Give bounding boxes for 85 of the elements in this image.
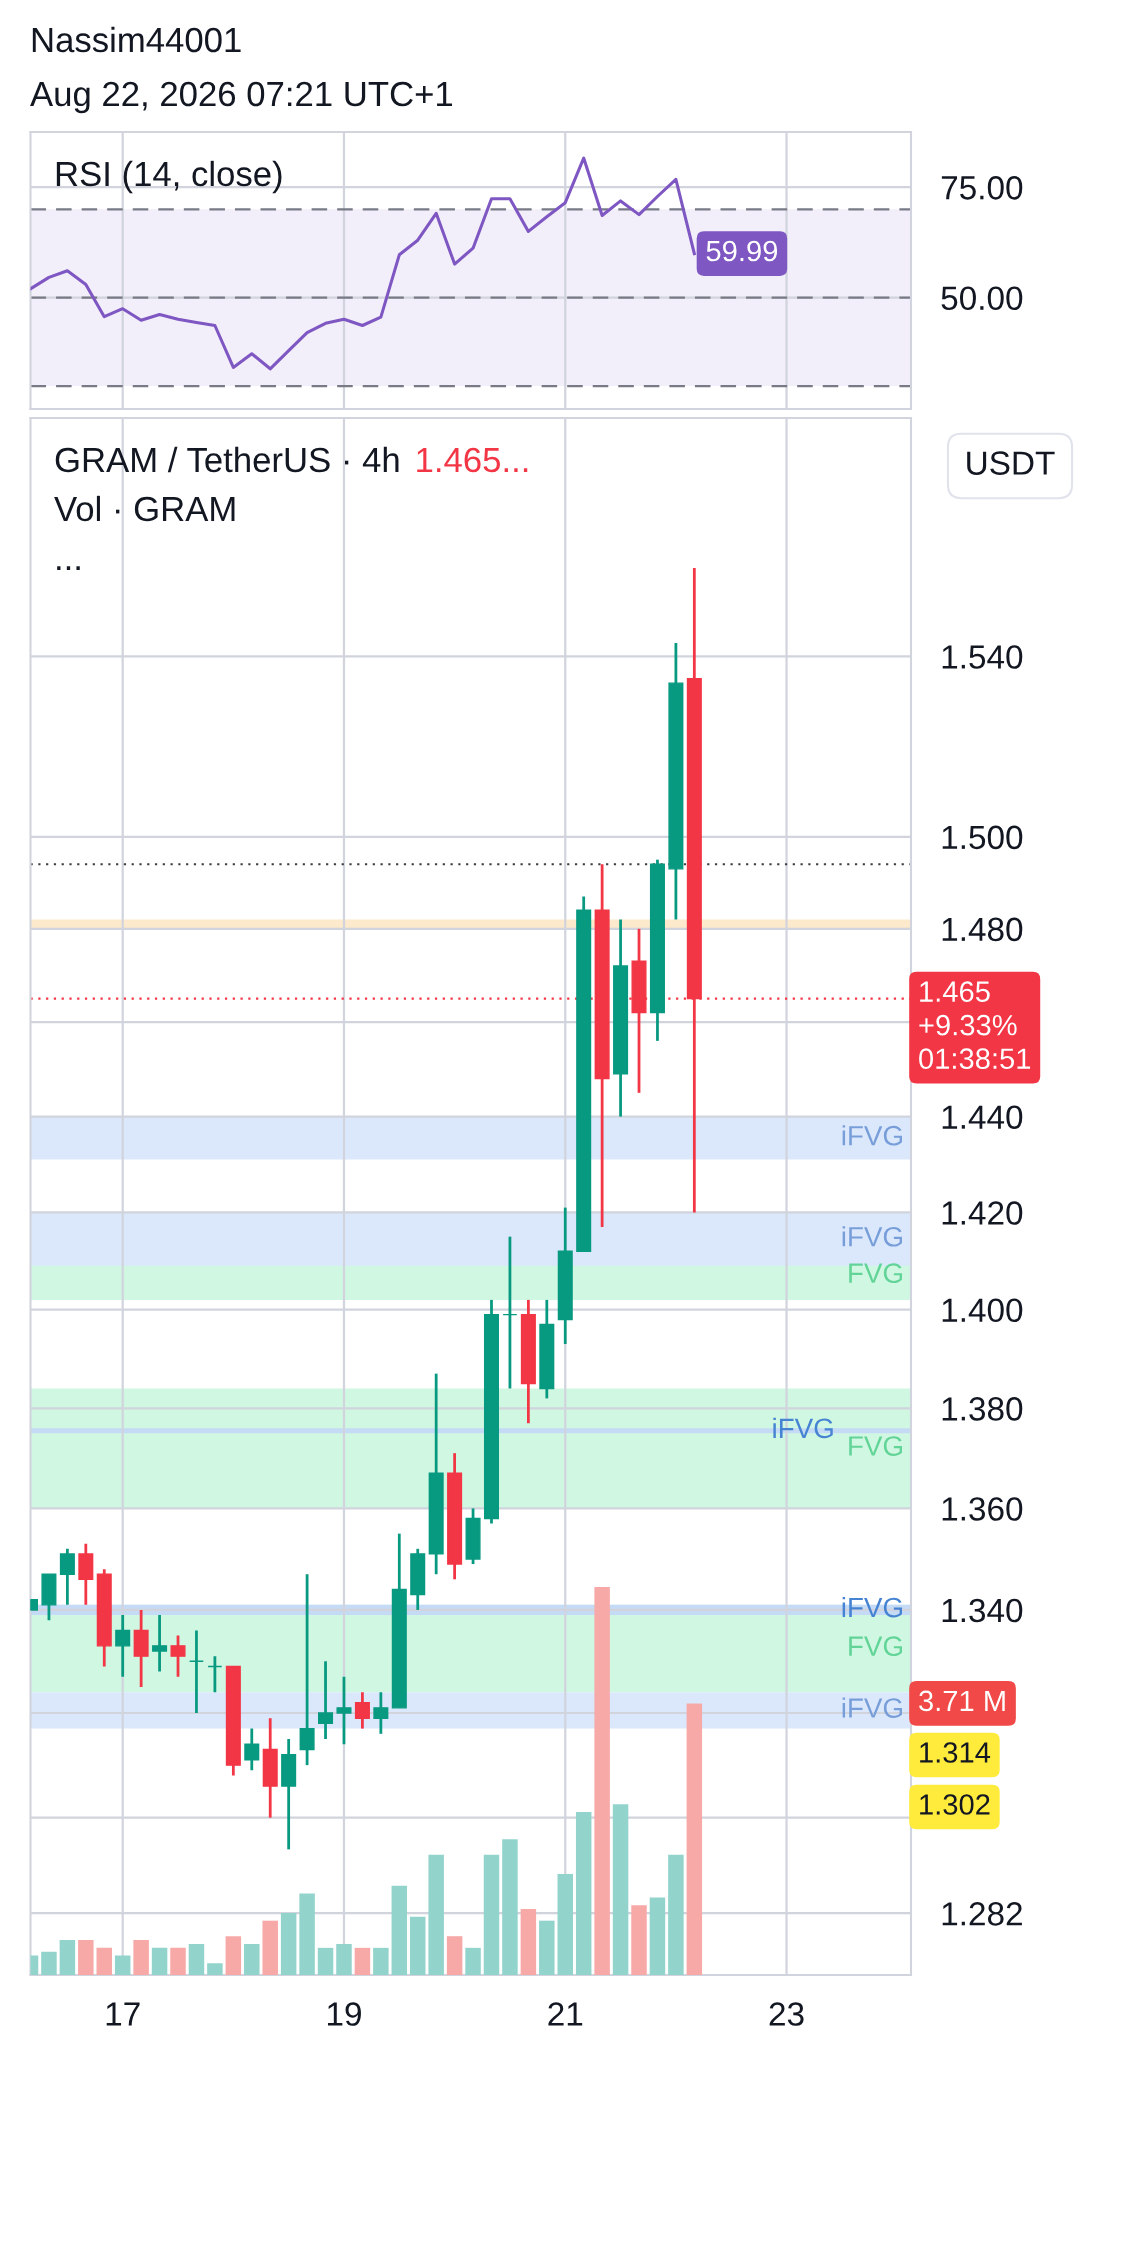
bar	[539, 1920, 555, 1975]
y-tick-label: 1.480	[942, 917, 1023, 942]
chart-title: Vol · GRAM	[54, 495, 235, 522]
y-tick-label: 1.500	[942, 825, 1023, 850]
bar	[686, 1703, 703, 1975]
bar	[133, 1940, 149, 1975]
candlestick	[336, 1675, 352, 1746]
y-axis-title: USDT	[967, 451, 1055, 475]
bar	[96, 1947, 112, 1975]
bar	[575, 1812, 592, 1975]
bar	[170, 1947, 186, 1975]
y-tick-label: 1.540	[942, 645, 1023, 669]
y-tick-label: 1.380	[942, 1397, 1023, 1421]
bar	[280, 1912, 297, 1975]
text: 1.465...	[417, 447, 528, 473]
bar	[428, 1854, 444, 1975]
candlestick	[373, 1690, 389, 1736]
y-tick-label: 1.400	[942, 1298, 1023, 1323]
bar	[483, 1854, 500, 1975]
candlestick	[318, 1659, 334, 1741]
bar	[354, 1947, 371, 1975]
y-tick-label: 1.360	[942, 1497, 1023, 1521]
bar	[557, 1874, 573, 1975]
band-label: FVG	[849, 1263, 902, 1283]
band-label: FVG	[849, 1636, 902, 1656]
bar	[631, 1905, 647, 1975]
candlestick	[188, 1629, 204, 1715]
x-tick-label: 21	[548, 2002, 583, 2026]
bar	[78, 1940, 94, 1975]
bar	[391, 1885, 408, 1975]
data-label: 59.99	[706, 240, 778, 262]
x-tick-label: 17	[106, 2002, 140, 2026]
candlestick	[502, 1235, 518, 1390]
bar	[317, 1947, 334, 1975]
bar	[225, 1936, 242, 1975]
candlestick	[152, 1613, 168, 1673]
band-label: iFVG	[842, 1226, 902, 1247]
bar	[59, 1940, 76, 1975]
ref-line-label: 1.465 +9.33% 01:38:51	[919, 981, 1031, 1070]
x-tick-label: 19	[327, 2002, 361, 2026]
candlestick	[207, 1654, 223, 1694]
y-tick-label: 1.340	[942, 1598, 1023, 1623]
bar	[207, 1963, 223, 1975]
band-label: iFVG	[773, 1417, 833, 1439]
bar	[244, 1943, 260, 1975]
candlestick	[59, 1547, 75, 1607]
bar	[262, 1920, 278, 1975]
y-tick-label: 1.420	[942, 1201, 1023, 1225]
candlestick	[244, 1727, 260, 1772]
text: 3.71 M	[919, 1690, 1005, 1712]
candlestick	[115, 1613, 131, 1679]
y-tick-label: 75.00	[941, 176, 1023, 200]
bar	[465, 1947, 481, 1975]
bar	[446, 1936, 463, 1975]
bar	[594, 1587, 610, 1975]
bar	[299, 1893, 315, 1975]
bar	[520, 1909, 537, 1975]
text: 1.314	[920, 1742, 991, 1763]
bar	[114, 1955, 131, 1975]
band-label: iFVG	[842, 1697, 902, 1718]
bar	[612, 1804, 629, 1975]
annotation: ...	[57, 566, 80, 570]
bar	[373, 1947, 389, 1975]
y-tick-label: 1.440	[942, 1105, 1023, 1129]
band-label: FVG	[849, 1436, 902, 1456]
y-tick-label: 50.00	[941, 286, 1023, 311]
text: Nassim44001	[32, 26, 241, 53]
text: GRAM / TetherUS · 4h	[55, 446, 399, 473]
x-tick-label: 23	[769, 2002, 804, 2026]
bar	[409, 1916, 426, 1975]
band-label: iFVG	[842, 1596, 902, 1618]
bar	[336, 1943, 352, 1975]
text: 1.302	[920, 1794, 990, 1815]
bar	[188, 1943, 205, 1975]
text: RSI (14, close)	[56, 160, 282, 194]
bar	[649, 1897, 666, 1975]
text: Aug 22, 2026 07:21 UTC+1	[30, 81, 453, 114]
bar	[151, 1947, 168, 1975]
band-label: iFVG	[842, 1125, 902, 1146]
candlestick	[170, 1634, 186, 1679]
bar	[668, 1854, 684, 1975]
candlestick	[299, 1572, 315, 1767]
candlestick	[354, 1690, 370, 1730]
y-tick-label: 1.282	[942, 1902, 1022, 1926]
bar	[502, 1839, 518, 1975]
